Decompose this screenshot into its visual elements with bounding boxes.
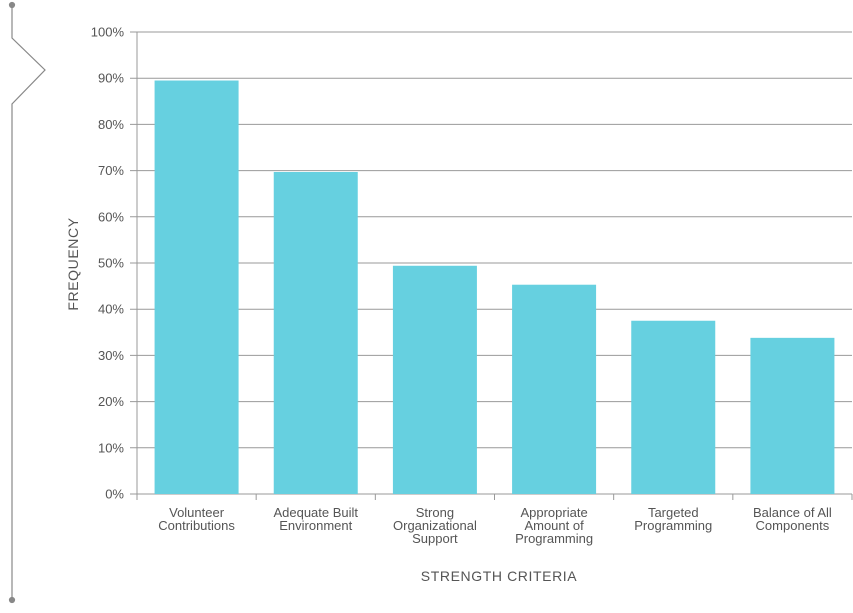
y-axis-title: FREQUENCY: [65, 217, 81, 310]
bars: [154, 80, 835, 494]
category-labels: Volunteer Contributions Adequate Built Envi…: [158, 505, 832, 546]
decorative-bracket: [8, 1, 46, 604]
y-tick-label-40: 40%: [98, 302, 124, 317]
y-tick-label-0: 0%: [105, 487, 124, 502]
y-tick-label-70: 70%: [98, 163, 124, 178]
bar-2: [273, 171, 358, 494]
y-tick-label-90: 90%: [98, 71, 124, 86]
y-tick-label-60: 60%: [98, 209, 124, 224]
bar-6: [750, 337, 835, 494]
bar-1: [154, 80, 239, 494]
bracket-line: [11, 5, 46, 600]
bar-3: [392, 265, 477, 494]
x-tick-marks: [136, 494, 853, 500]
category-label-5: Targeted Programming: [634, 505, 712, 533]
bracket-bottom-dot: [8, 596, 16, 604]
y-tick-label-10: 10%: [98, 440, 124, 455]
y-tick-labels: 0% 10% 20% 30% 40% 50% 60% 70% 80% 90% 100%: [91, 25, 125, 502]
x-axis-title: STRENGTH CRITERIA: [421, 568, 577, 584]
category-label-3: Strong Organizational Support: [393, 505, 477, 546]
y-tick-label-50: 50%: [98, 256, 124, 271]
gridlines: [130, 31, 852, 495]
y-tick-label-30: 30%: [98, 348, 124, 363]
bar-4: [512, 284, 597, 494]
category-label-1: Volunteer Contributions: [158, 505, 235, 533]
category-label-2: Adequate Built Environment: [273, 505, 358, 533]
y-tick-label-20: 20%: [98, 394, 124, 409]
y-tick-label-100: 100%: [91, 25, 125, 40]
category-label-6: Balance of All Components: [753, 505, 832, 533]
bar-5: [631, 320, 716, 494]
category-label-4: Appropriate Amount of Programming: [515, 505, 593, 546]
y-tick-label-80: 80%: [98, 117, 124, 132]
